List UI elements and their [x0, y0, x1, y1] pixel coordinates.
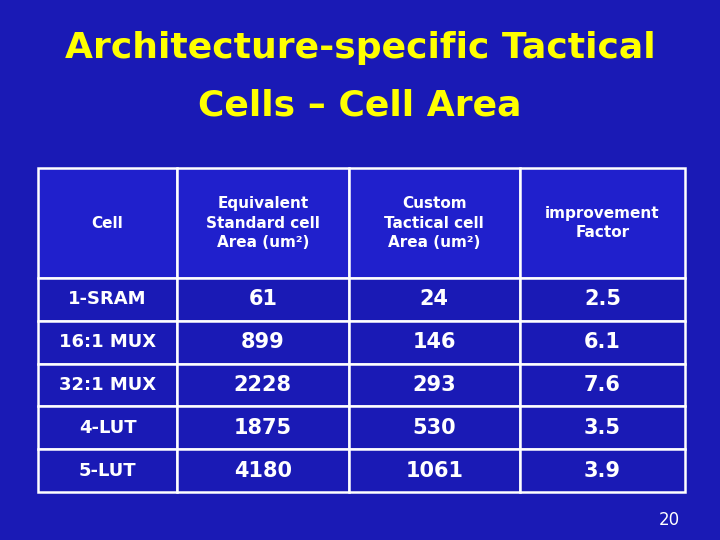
Text: improvement
Factor: improvement Factor [545, 206, 660, 240]
Text: 899: 899 [241, 332, 284, 352]
Bar [520, 168, 685, 278]
Bar [38, 168, 177, 278]
Text: 293: 293 [413, 375, 456, 395]
Text: Cells – Cell Area: Cells – Cell Area [198, 88, 522, 122]
Text: 1-SRAM: 1-SRAM [68, 291, 147, 308]
Bar [177, 363, 348, 407]
Bar [348, 168, 520, 278]
Bar [38, 407, 177, 449]
Text: 1061: 1061 [405, 461, 463, 481]
Bar [177, 321, 348, 363]
Bar [38, 278, 177, 321]
Bar [38, 321, 177, 363]
Text: Architecture-specific Tactical: Architecture-specific Tactical [65, 31, 655, 65]
Text: 2.5: 2.5 [584, 289, 621, 309]
Text: Cell: Cell [91, 215, 123, 231]
Bar [520, 278, 685, 321]
Text: 2228: 2228 [234, 375, 292, 395]
Bar [520, 363, 685, 407]
Bar [177, 278, 348, 321]
Text: 32:1 MUX: 32:1 MUX [59, 376, 156, 394]
Text: 3.9: 3.9 [584, 461, 621, 481]
Text: 146: 146 [413, 332, 456, 352]
Bar [177, 449, 348, 492]
Bar [38, 363, 177, 407]
Text: Equivalent
Standard cell
Area (um²): Equivalent Standard cell Area (um²) [206, 197, 320, 249]
Bar [520, 321, 685, 363]
Text: 16:1 MUX: 16:1 MUX [59, 333, 156, 351]
Bar [177, 407, 348, 449]
Text: 20: 20 [659, 511, 680, 529]
Bar [520, 449, 685, 492]
Bar [348, 321, 520, 363]
Text: 7.6: 7.6 [584, 375, 621, 395]
Text: 1875: 1875 [234, 418, 292, 438]
Text: 530: 530 [413, 418, 456, 438]
Text: 3.5: 3.5 [584, 418, 621, 438]
Bar [38, 449, 177, 492]
Text: 4180: 4180 [234, 461, 292, 481]
Bar [348, 449, 520, 492]
Bar [348, 363, 520, 407]
Bar [348, 407, 520, 449]
Bar [177, 168, 348, 278]
Text: Custom
Tactical cell
Area (um²): Custom Tactical cell Area (um²) [384, 197, 484, 249]
Bar [348, 278, 520, 321]
Bar [520, 407, 685, 449]
Text: 4-LUT: 4-LUT [78, 419, 136, 437]
Text: 24: 24 [420, 289, 449, 309]
Text: 61: 61 [248, 289, 277, 309]
Text: 5-LUT: 5-LUT [78, 462, 136, 480]
Text: 6.1: 6.1 [584, 332, 621, 352]
